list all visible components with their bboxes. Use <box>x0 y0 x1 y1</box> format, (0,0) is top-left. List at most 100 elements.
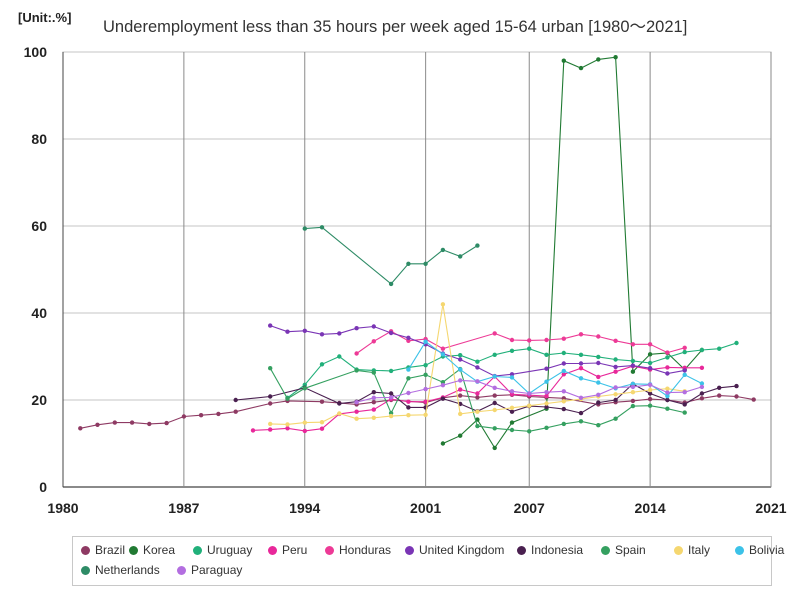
data-point <box>578 366 584 371</box>
data-point <box>492 445 497 451</box>
axes: 0 20 40 60 80 100 1980 1987 1994 2001 2007 2014 2021 <box>24 44 787 516</box>
data-point <box>371 324 376 329</box>
data-point <box>561 372 566 377</box>
legend-item: Indonesia <box>517 543 583 557</box>
data-point <box>423 372 428 377</box>
legend-label: Uruguay <box>207 543 253 557</box>
data-point <box>371 395 376 400</box>
series-line <box>235 383 737 414</box>
data-point <box>578 332 584 337</box>
data-point <box>578 376 584 381</box>
data-point <box>337 354 342 359</box>
data-point <box>440 302 446 307</box>
data-point <box>630 363 636 368</box>
data-point <box>544 401 549 406</box>
data-point <box>717 393 722 398</box>
data-point <box>734 394 739 399</box>
data-point <box>647 403 653 408</box>
legend-item: Peru <box>268 543 307 557</box>
y-tick-label: 60 <box>31 218 47 234</box>
data-point <box>112 420 118 425</box>
data-point <box>406 413 411 418</box>
data-point <box>544 337 549 343</box>
data-point <box>458 433 463 438</box>
data-point <box>544 404 549 410</box>
data-point <box>647 382 653 387</box>
data-point <box>613 364 618 370</box>
legend-label: Bolivia <box>749 543 785 557</box>
data-point <box>475 365 480 370</box>
data-point <box>440 247 446 253</box>
data-point <box>578 352 584 357</box>
data-point <box>630 390 636 395</box>
data-point <box>388 368 394 374</box>
data-point <box>285 329 290 334</box>
data-point <box>544 393 549 399</box>
x-tick-label: 1980 <box>47 500 78 516</box>
data-point <box>406 405 411 410</box>
data-point <box>561 58 566 63</box>
x-tick-label: 2021 <box>755 500 786 516</box>
data-point <box>665 371 670 376</box>
legend-item: Honduras <box>325 543 391 557</box>
legend-label: United Kingdom <box>419 543 505 557</box>
data-point <box>388 281 394 287</box>
data-point <box>458 254 463 259</box>
data-point <box>717 346 722 351</box>
data-point <box>492 426 497 431</box>
legend-item: United Kingdom <box>405 543 504 557</box>
data-point <box>630 358 636 364</box>
x-tick-label: 1994 <box>289 500 320 516</box>
data-point <box>509 375 515 380</box>
data-point <box>475 409 480 414</box>
data-point <box>699 396 705 401</box>
data-point <box>492 374 497 379</box>
data-point <box>509 405 515 410</box>
data-point <box>578 361 584 366</box>
data-point <box>268 366 273 371</box>
y-tick-label: 80 <box>31 131 47 147</box>
data-point <box>458 367 463 372</box>
data-point <box>129 420 135 425</box>
series-lines <box>78 55 756 451</box>
data-point <box>423 261 428 266</box>
legend-swatch <box>735 545 744 555</box>
data-point <box>544 425 549 430</box>
data-point <box>371 390 376 395</box>
data-point <box>544 352 549 357</box>
data-point <box>337 411 342 416</box>
data-point <box>682 372 687 377</box>
legend-swatch <box>601 545 610 555</box>
data-point <box>371 370 376 375</box>
data-point <box>216 411 221 417</box>
data-point <box>578 65 584 71</box>
data-point <box>561 389 566 394</box>
data-point <box>596 334 601 339</box>
data-point <box>509 427 515 433</box>
data-point <box>302 386 307 391</box>
data-point <box>509 372 515 377</box>
legend-label: Korea <box>143 543 176 557</box>
series-brazil <box>78 392 756 431</box>
data-point <box>319 225 325 230</box>
data-point <box>354 368 359 373</box>
legend-swatch <box>517 545 526 555</box>
data-point <box>319 426 325 431</box>
legend-label: Peru <box>282 543 308 557</box>
legend-swatch <box>268 545 277 555</box>
data-point <box>492 393 497 398</box>
series-line <box>270 325 685 377</box>
data-point <box>285 426 290 431</box>
data-point <box>509 337 515 343</box>
data-point <box>475 359 480 364</box>
unit-label: [Unit:.%] <box>18 10 72 25</box>
data-point <box>596 354 601 360</box>
data-point <box>423 412 428 417</box>
legend-swatch <box>177 565 186 575</box>
legend: Brazil Korea Uruguay Peru Honduras United Kin… <box>72 536 784 586</box>
data-point <box>406 390 411 396</box>
series-paraguay <box>354 378 705 405</box>
series-line <box>356 330 685 354</box>
legend-item: Netherlands <box>81 563 160 577</box>
x-tick-label: 2001 <box>410 500 441 516</box>
